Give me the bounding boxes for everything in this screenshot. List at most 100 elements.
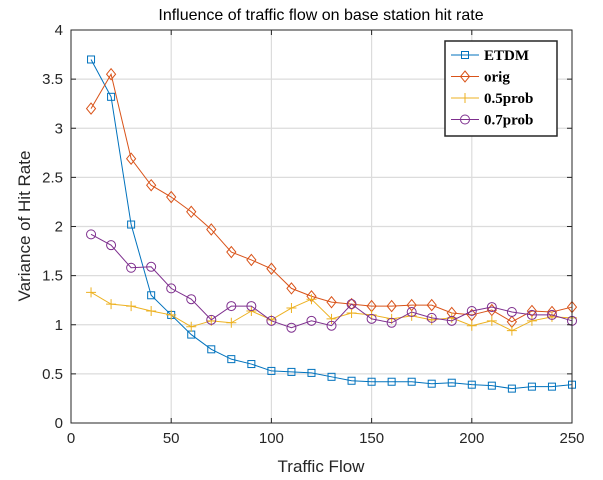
y-tick-label: 2 (55, 219, 63, 236)
x-tick-labels: 0 50 100 150 200 250 (67, 430, 585, 447)
y-tick-label: 1.5 (42, 268, 63, 285)
data-point-0-7prob (466, 305, 477, 316)
data-point-orig (466, 308, 477, 322)
data-point-orig (105, 67, 117, 81)
y-tick-labels: 0 0.5 1 1.5 2 2.5 3 3.5 4 (42, 22, 63, 432)
data-point-0-7prob (526, 309, 537, 320)
data-point-orig (426, 298, 437, 312)
y-tick-label: 0 (55, 415, 63, 432)
data-point-etdm (307, 368, 316, 377)
data-point-0-5prob (226, 317, 237, 328)
data-point-0-5prob (86, 287, 97, 298)
legend-box (444, 40, 558, 137)
y-tick-label: 4 (55, 22, 63, 39)
data-point-0-7prob (106, 240, 117, 251)
x-tick-label: 100 (259, 430, 284, 447)
data-point-0-5prob (326, 313, 337, 324)
data-point-etdm (487, 381, 496, 390)
data-point-orig (146, 178, 157, 192)
data-point-orig (266, 262, 277, 276)
series-orig (85, 67, 578, 329)
legend-label: orig (484, 70, 510, 86)
legend-marker (459, 70, 471, 83)
data-point-etdm (227, 355, 236, 364)
data-point-etdm (527, 382, 536, 391)
data-point-0-7prob (546, 309, 557, 320)
data-point-0-5prob (346, 307, 357, 318)
data-point-etdm (447, 378, 456, 387)
legend-label: 0.5prob (484, 91, 533, 107)
data-point-etdm (107, 92, 116, 101)
data-point-etdm (547, 382, 556, 391)
legend: ETDM orig 0.5prob 0.7prob (444, 40, 558, 137)
data-point-0-7prob (366, 313, 377, 324)
data-point-etdm (507, 384, 516, 393)
data-point-0-5prob (546, 311, 557, 322)
data-point-0-7prob (166, 283, 177, 294)
data-point-etdm (467, 380, 476, 389)
x-tick-label: 50 (163, 430, 180, 447)
legend-item-0-7prob: 0.7prob (451, 113, 533, 129)
data-point-orig (186, 205, 197, 219)
data-point-etdm (347, 376, 356, 385)
data-point-orig (326, 295, 337, 309)
data-point-etdm (407, 377, 416, 386)
data-point-orig (246, 253, 257, 267)
data-point-orig (206, 223, 217, 236)
data-point-orig (286, 282, 297, 295)
data-point-etdm (147, 291, 156, 300)
series-line-0-7prob (90, 233, 573, 329)
data-point-0-5prob (166, 309, 177, 320)
data-point-0-7prob (346, 299, 357, 310)
legend-marker (461, 51, 469, 59)
y-axis-label: Variance of Hit Rate (15, 151, 34, 302)
data-point-etdm (287, 367, 296, 376)
series-0-5prob (86, 287, 577, 336)
data-point-0-7prob (446, 315, 457, 326)
data-point-0-5prob (386, 313, 397, 324)
x-tick-label: 250 (559, 430, 584, 447)
data-point-0-5prob (286, 303, 297, 314)
tick-marks (70, 29, 573, 424)
data-point-orig (166, 190, 177, 204)
legend-marker (460, 93, 470, 103)
data-point-etdm (127, 220, 136, 229)
legend-item-orig: orig (451, 70, 510, 86)
data-point-0-7prob (226, 301, 237, 312)
data-point-0-7prob (506, 306, 517, 317)
data-point-0-7prob (406, 306, 417, 317)
chart-title: Influence of traffic flow on base statio… (158, 7, 483, 24)
data-point-0-7prob (286, 322, 297, 333)
data-point-etdm (327, 372, 336, 381)
data-point-etdm (427, 379, 436, 388)
y-tick-label: 1 (55, 317, 63, 334)
data-point-0-7prob (246, 301, 257, 312)
data-point-orig (406, 298, 417, 312)
data-point-0-5prob (526, 315, 537, 326)
data-point-etdm (87, 55, 96, 64)
y-tick-label: 2.5 (42, 169, 63, 186)
data-point-0-7prob (266, 315, 277, 326)
data-point-0-7prob (206, 314, 217, 325)
data-point-0-5prob (106, 299, 117, 310)
x-tick-label: 150 (359, 430, 384, 447)
y-tick-label: 3 (55, 120, 63, 137)
data-point-0-5prob (126, 301, 137, 312)
series-group (85, 55, 578, 393)
x-tick-label: 200 (459, 430, 484, 447)
data-point-etdm (267, 366, 276, 375)
series-0-7prob (86, 229, 577, 333)
x-axis-label: Traffic Flow (278, 457, 366, 476)
y-tick-label: 0.5 (42, 366, 63, 383)
data-point-0-5prob (146, 305, 157, 316)
legend-label: ETDM (484, 48, 529, 64)
data-point-etdm (387, 377, 396, 386)
data-point-0-7prob (186, 294, 197, 305)
data-point-0-5prob (466, 320, 477, 331)
legend-item-etdm: ETDM (451, 48, 529, 64)
data-point-0-7prob (326, 320, 337, 331)
data-point-orig (125, 152, 137, 165)
data-point-0-5prob (486, 315, 497, 326)
data-point-orig (85, 102, 97, 115)
data-point-etdm (367, 377, 376, 386)
